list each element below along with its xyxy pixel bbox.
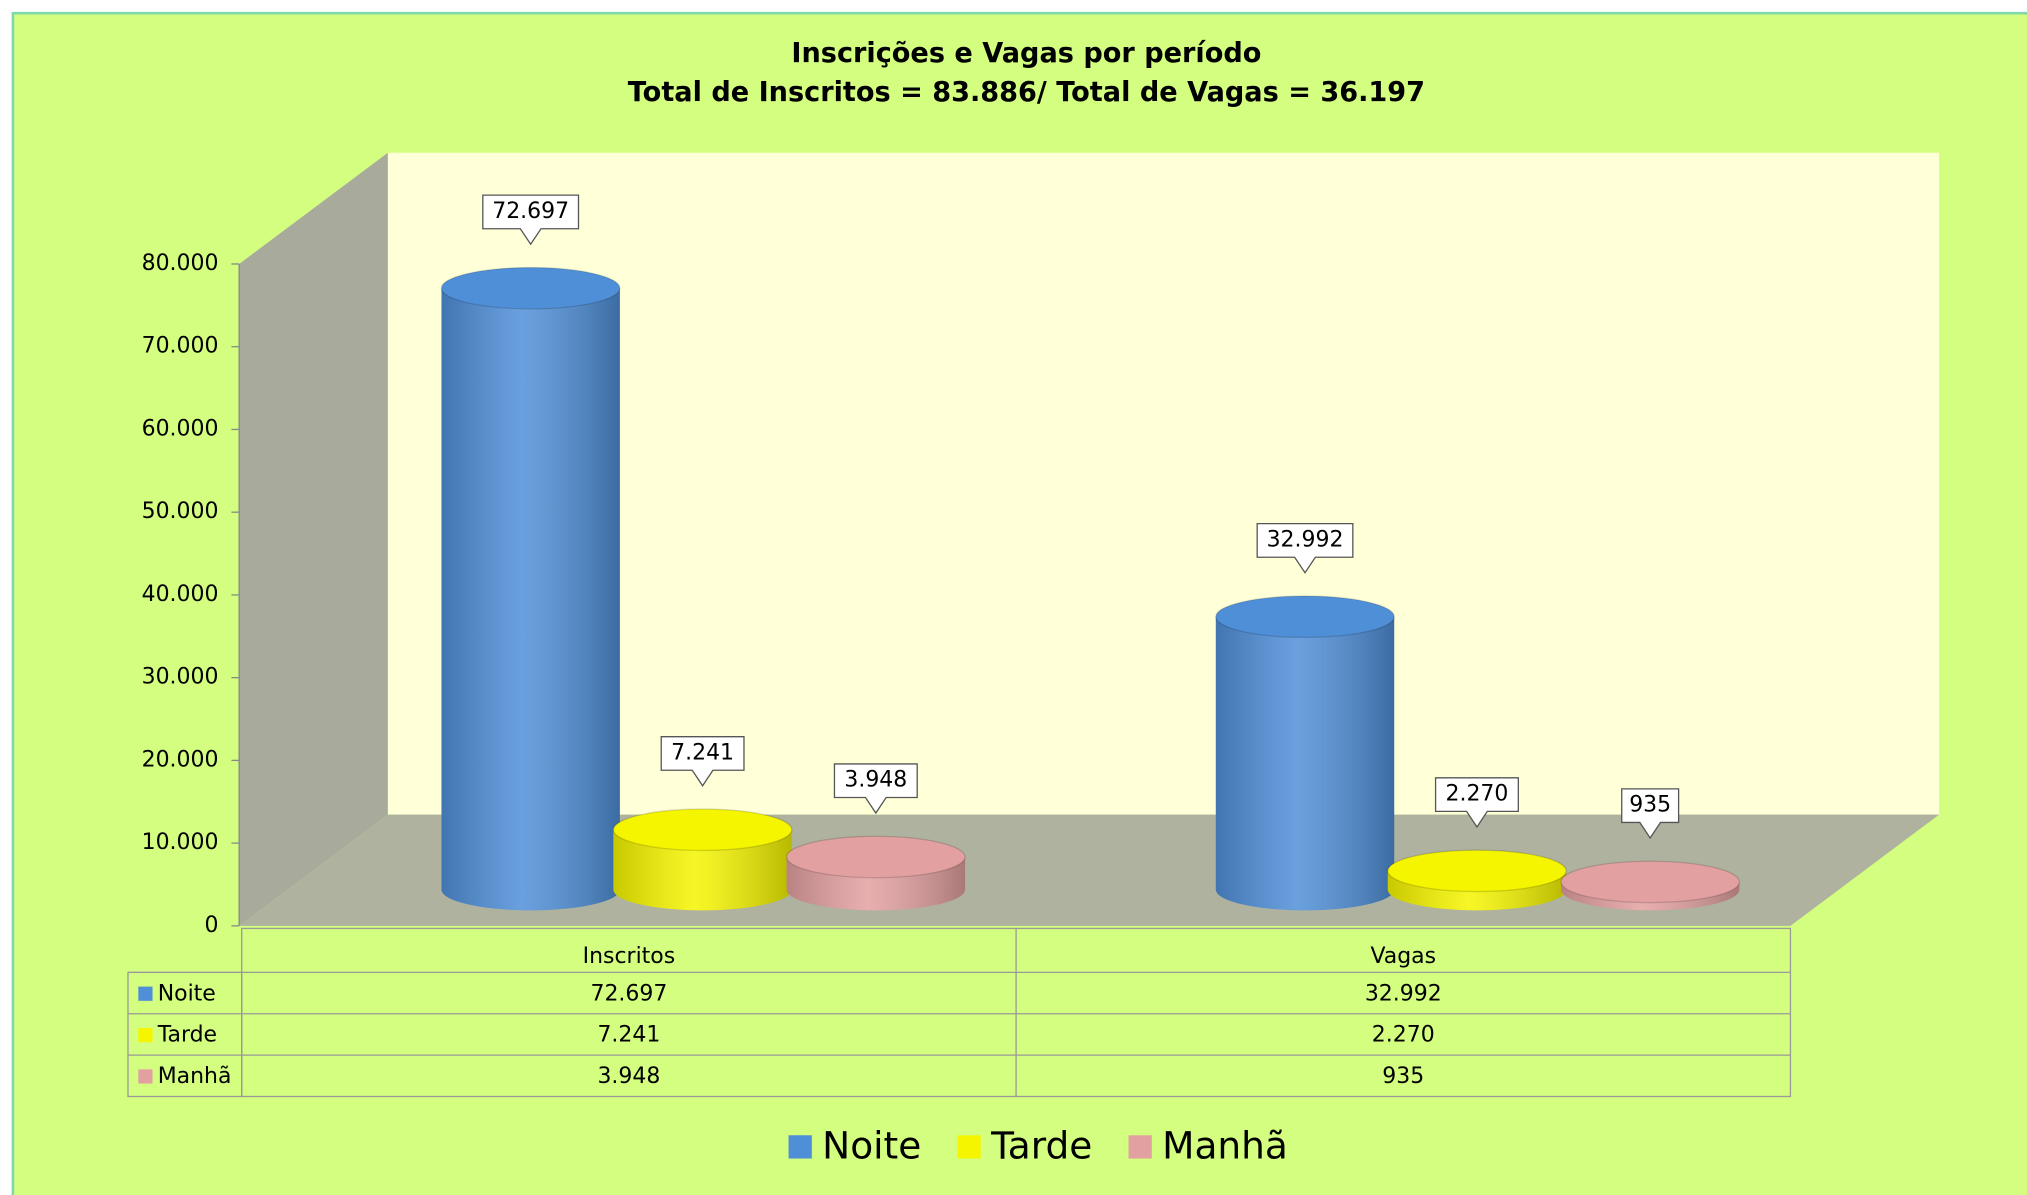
x-tick-label: Vagas bbox=[1370, 944, 1436, 969]
table-legend-key bbox=[138, 1027, 153, 1043]
cylinder-top bbox=[612, 808, 793, 852]
data-label: 2.270 bbox=[1445, 782, 1508, 807]
table-series-name: Manhã bbox=[158, 1064, 232, 1089]
callout-box bbox=[1434, 777, 1519, 829]
legend-label: Manhã bbox=[1162, 1124, 1288, 1168]
cylinder-shade bbox=[613, 829, 792, 911]
side-wall bbox=[239, 152, 388, 926]
legend-label: Tarde bbox=[990, 1124, 1092, 1168]
callout-box bbox=[833, 763, 918, 815]
y-tick-label: 50.000 bbox=[142, 499, 219, 524]
y-tick-label: 70.000 bbox=[142, 334, 219, 359]
data-label: 935 bbox=[1629, 793, 1671, 818]
table-cell: 935 bbox=[1382, 1064, 1424, 1089]
chart-title: Inscrições e Vagas por período bbox=[791, 38, 1261, 69]
table-cell: 7.241 bbox=[597, 1023, 660, 1048]
cylinder-top bbox=[440, 266, 621, 310]
y-tick-label: 10.000 bbox=[142, 830, 219, 855]
chart-subtitle: Total de Inscritos = 83.886/ Total de Va… bbox=[628, 77, 1425, 108]
table-cell: 3.948 bbox=[597, 1064, 660, 1089]
legend-label: Noite bbox=[822, 1124, 921, 1168]
y-tick-label: 60.000 bbox=[142, 416, 219, 441]
callout-box bbox=[1621, 788, 1680, 840]
legend-swatch bbox=[957, 1135, 981, 1159]
legend-swatch bbox=[1128, 1135, 1152, 1159]
cylinder-top bbox=[785, 835, 966, 879]
cylinder-top bbox=[1560, 860, 1741, 904]
cylinder-top bbox=[1215, 595, 1395, 639]
x-tick-label: Inscritos bbox=[583, 944, 676, 969]
y-tick-label: 30.000 bbox=[142, 665, 219, 690]
legend-swatch bbox=[788, 1135, 812, 1159]
data-label: 3.948 bbox=[844, 768, 907, 793]
table-series-name: Tarde bbox=[157, 1023, 217, 1048]
back-wall bbox=[387, 152, 1940, 815]
table-cell: 32.992 bbox=[1365, 981, 1442, 1006]
table-legend-key bbox=[138, 986, 153, 1001]
table-cell: 2.270 bbox=[1372, 1023, 1435, 1048]
cylinder-shade bbox=[1215, 616, 1395, 911]
callout-box bbox=[482, 194, 580, 246]
cylinder-top bbox=[1387, 849, 1567, 893]
y-tick-label: 80.000 bbox=[142, 251, 219, 276]
data-label: 72.697 bbox=[492, 199, 569, 224]
table-cell: 72.697 bbox=[590, 981, 667, 1006]
callout-box bbox=[660, 736, 745, 787]
callout-box bbox=[1256, 522, 1354, 574]
y-tick-label: 40.000 bbox=[142, 582, 219, 607]
data-label: 32.992 bbox=[1267, 527, 1344, 552]
table-legend-key bbox=[138, 1069, 153, 1084]
y-tick-label: 20.000 bbox=[142, 747, 219, 772]
y-tick-label: 0 bbox=[204, 913, 218, 938]
cylinder-shade bbox=[441, 288, 620, 911]
table-series-name: Noite bbox=[158, 981, 216, 1006]
data-label: 7.241 bbox=[671, 740, 734, 765]
